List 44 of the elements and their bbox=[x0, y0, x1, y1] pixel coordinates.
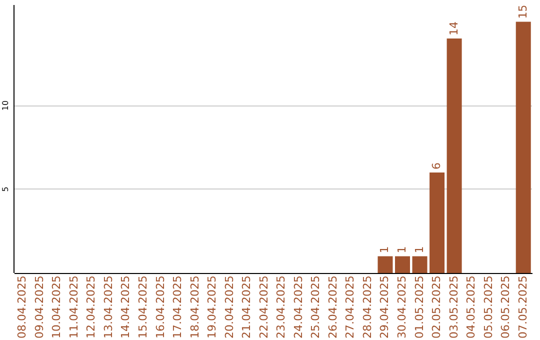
x-tick-label: 21.04.2025 bbox=[240, 276, 254, 338]
x-tick-label: 12.04.2025 bbox=[84, 276, 98, 338]
bar bbox=[516, 22, 531, 273]
x-tick-label: 17.04.2025 bbox=[171, 276, 184, 338]
x-tick-label: 22.04.2025 bbox=[257, 276, 270, 338]
y-tick-label: 5 bbox=[1, 186, 10, 192]
bar bbox=[430, 172, 445, 273]
x-tick-label: 25.04.2025 bbox=[309, 276, 322, 338]
x-tick-label: 04.05.2025 bbox=[464, 276, 478, 338]
y-tick-label: 10 bbox=[1, 100, 10, 111]
data-label: 1 bbox=[412, 246, 426, 254]
x-tick-label: 11.04.2025 bbox=[67, 276, 80, 338]
x-tick-label: 07.05.2025 bbox=[516, 276, 530, 338]
x-tick-label: 27.04.2025 bbox=[344, 276, 357, 338]
bar bbox=[412, 256, 428, 273]
bar bbox=[446, 38, 462, 273]
data-label: 15 bbox=[516, 4, 530, 19]
x-tick-label: 14.04.2025 bbox=[119, 276, 132, 338]
x-tick-label: 28.04.2025 bbox=[360, 276, 374, 338]
x-tick-label: 08.04.2025 bbox=[16, 276, 29, 338]
x-tick-label: 29.04.2025 bbox=[378, 276, 392, 338]
bar bbox=[395, 256, 410, 273]
x-tick-label: 23.04.2025 bbox=[274, 276, 288, 338]
data-label: 14 bbox=[447, 22, 460, 36]
x-tick-label: 03.05.2025 bbox=[447, 276, 460, 338]
x-tick-label: 09.04.2025 bbox=[32, 276, 46, 338]
x-tick-label: 24.04.2025 bbox=[292, 276, 305, 338]
x-tick-label: 15.04.2025 bbox=[136, 276, 150, 338]
x-tick-label: 18.04.2025 bbox=[188, 276, 202, 338]
x-tick-label: 10.04.2025 bbox=[50, 276, 64, 338]
data-label: 1 bbox=[378, 246, 392, 254]
bar bbox=[378, 256, 393, 273]
x-tick-label: 16.04.2025 bbox=[154, 276, 167, 338]
x-tick-label: 26.04.2025 bbox=[326, 276, 340, 338]
x-tick-label: 02.05.2025 bbox=[430, 276, 444, 338]
x-tick-label: 01.05.2025 bbox=[412, 276, 426, 338]
data-label: 6 bbox=[430, 162, 444, 170]
x-tick-label: 30.04.2025 bbox=[396, 276, 408, 338]
x-tick-label: 13.04.2025 bbox=[102, 276, 115, 338]
x-tick-label: 20.04.2025 bbox=[222, 276, 236, 338]
data-label: 1 bbox=[396, 246, 408, 254]
x-tick-label: 06.05.2025 bbox=[499, 276, 512, 338]
x-tick-label: 19.04.2025 bbox=[206, 276, 219, 338]
x-tick-label: 05.05.2025 bbox=[482, 276, 495, 338]
